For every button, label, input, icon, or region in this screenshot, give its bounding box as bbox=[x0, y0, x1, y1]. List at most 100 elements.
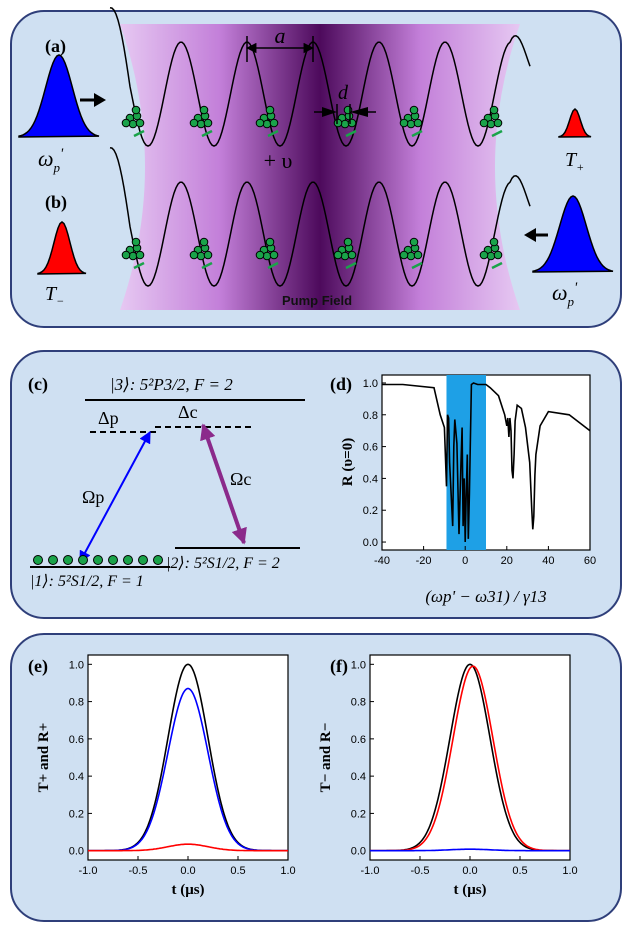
y-axis-label: T− and R− bbox=[318, 723, 334, 793]
panel-e-label: (e) bbox=[28, 656, 48, 677]
y-tick-label: 0.6 bbox=[69, 734, 84, 746]
atom-motion-mark bbox=[267, 129, 279, 138]
atom bbox=[121, 250, 131, 260]
atom bbox=[265, 105, 275, 115]
y-tick-label: 0.0 bbox=[363, 537, 378, 549]
y-tick-label: 0.2 bbox=[69, 808, 84, 820]
red-reflected-pulse bbox=[37, 221, 87, 275]
atom bbox=[347, 250, 357, 260]
atom bbox=[489, 105, 499, 115]
atom bbox=[493, 118, 503, 128]
atom-motion-mark bbox=[267, 261, 279, 270]
atom bbox=[255, 250, 265, 260]
blue-probe-pulse-b bbox=[532, 195, 614, 273]
y-tick-label: 0.0 bbox=[351, 846, 366, 858]
atom bbox=[333, 118, 343, 128]
atom-motion-mark bbox=[411, 261, 423, 270]
y-tick-label: 0.8 bbox=[363, 410, 378, 422]
ground-atom bbox=[153, 555, 163, 565]
atom bbox=[269, 118, 279, 128]
y-tick-label: 0.2 bbox=[363, 505, 378, 517]
x-tick-label: 40 bbox=[542, 555, 554, 567]
ground-atom bbox=[123, 555, 133, 565]
velocity-label: + υ bbox=[264, 148, 293, 173]
ground-atom bbox=[33, 555, 43, 565]
x-tick-label: -0.5 bbox=[411, 865, 430, 877]
level-1-label: |1⟩: 5²S1/2, F = 1 bbox=[30, 573, 144, 590]
x-tick-label: -1.0 bbox=[361, 865, 380, 877]
atom bbox=[189, 250, 199, 260]
series-R bbox=[382, 382, 591, 543]
probe-transition-arrow bbox=[79, 430, 151, 564]
pump-field-beam bbox=[120, 24, 520, 310]
omega-p-rabi-label: Ωp bbox=[82, 487, 104, 507]
series-R+ bbox=[88, 843, 288, 852]
ground-atom bbox=[93, 555, 103, 565]
lattice-potential-a bbox=[109, 7, 531, 147]
y-axis-label: R (υ=0) bbox=[340, 438, 356, 486]
y-tick-label: 0.8 bbox=[69, 697, 84, 709]
x-tick-label: -1.0 bbox=[79, 865, 98, 877]
y-tick-label: 1.0 bbox=[363, 378, 378, 390]
atom bbox=[255, 118, 265, 128]
atom-motion-mark bbox=[345, 261, 357, 270]
y-tick-label: 0.8 bbox=[351, 697, 366, 709]
y-tick-label: 0.2 bbox=[351, 808, 366, 820]
spacing-d-arrow-right bbox=[350, 107, 368, 117]
ground-atom bbox=[78, 555, 88, 565]
y-axis-label: T+ and R+ bbox=[36, 723, 52, 793]
atom bbox=[203, 250, 213, 260]
y-tick-label: 0.6 bbox=[363, 442, 378, 454]
atom bbox=[189, 118, 199, 128]
atom-motion-mark bbox=[133, 129, 145, 138]
level-2-label: |2⟩: 5²S1/2, F = 2 bbox=[166, 555, 280, 572]
pump-field-label: Pump Field bbox=[282, 293, 352, 308]
coupling-transition-arrow bbox=[200, 423, 247, 545]
panel-a-label: (a) bbox=[45, 36, 66, 57]
atom-clusters bbox=[121, 105, 503, 270]
x-tick-label: 0.0 bbox=[462, 865, 477, 877]
x-tick-label: -0.5 bbox=[129, 865, 148, 877]
atom bbox=[199, 105, 209, 115]
series-R− bbox=[370, 848, 570, 852]
panel-c-label: (c) bbox=[28, 374, 48, 395]
y-tick-label: 0.6 bbox=[351, 734, 366, 746]
x-tick-label: 60 bbox=[584, 555, 596, 567]
x-tick-label: 0.5 bbox=[230, 865, 245, 877]
chart-f: -1.0 -0.5 0.0 0.5 1.0 0.0 0.2 0.4 0.6 0.8 1.0 t (μs… bbox=[318, 654, 578, 898]
atom-motion-mark bbox=[133, 261, 145, 270]
atom bbox=[409, 105, 419, 115]
atom-motion-mark bbox=[411, 129, 423, 138]
omega-c-rabi-label: Ωc bbox=[230, 469, 251, 489]
x-tick-label: 1.0 bbox=[562, 865, 577, 877]
atom bbox=[203, 118, 213, 128]
atom bbox=[399, 118, 409, 128]
delta-p-label: Δp bbox=[98, 408, 119, 428]
atom bbox=[265, 237, 275, 247]
atom-motion-mark bbox=[491, 261, 503, 270]
atom bbox=[493, 250, 503, 260]
chart-e: -1.0 -0.5 0.0 0.5 1.0 0.0 0.2 0.4 0.6 0.8 1.0 t (μs… bbox=[36, 654, 296, 898]
spacing-d-label: d bbox=[338, 82, 349, 104]
x-tick-label: 1.0 bbox=[280, 865, 295, 877]
y-tick-label: 1.0 bbox=[351, 659, 366, 671]
atom bbox=[489, 237, 499, 247]
level-3-label: |3⟩: 5²P3/2, F = 2 bbox=[110, 375, 233, 394]
atom bbox=[409, 237, 419, 247]
y-tick-label: 1.0 bbox=[69, 659, 84, 671]
panel-b-label: (b) bbox=[45, 192, 67, 213]
x-axis-label: t (μs) bbox=[171, 882, 204, 898]
atom bbox=[269, 250, 279, 260]
atom bbox=[343, 237, 353, 247]
ground-atom bbox=[48, 555, 58, 565]
y-tick-label: 0.0 bbox=[69, 846, 84, 858]
atom-motion-mark bbox=[201, 129, 213, 138]
atom-motion-mark bbox=[491, 129, 503, 138]
blue-probe-pulse-a bbox=[18, 54, 100, 138]
atom bbox=[131, 105, 141, 115]
y-tick-label: 0.4 bbox=[351, 771, 366, 783]
x-tick-label: 0.0 bbox=[180, 865, 195, 877]
spacing-a-label: a bbox=[275, 23, 286, 48]
atom bbox=[479, 118, 489, 128]
